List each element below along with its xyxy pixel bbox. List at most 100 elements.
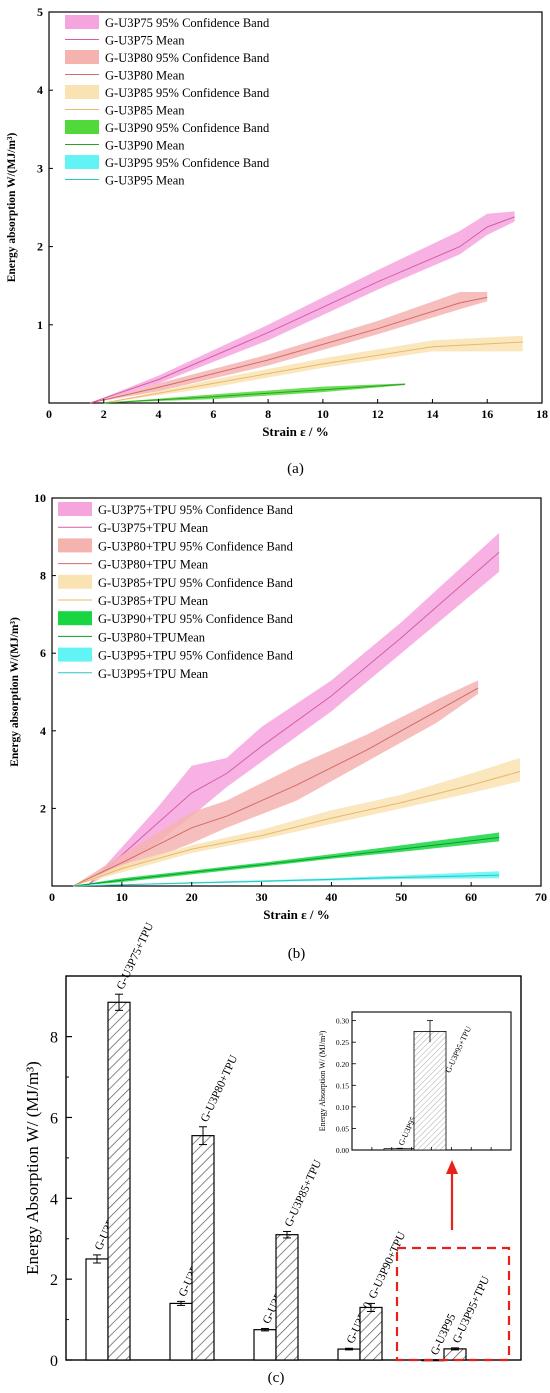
legend-swatch-band [58, 538, 92, 553]
x-tick-label: 16 [481, 407, 493, 421]
y-tick-label: 3 [37, 161, 43, 175]
confidence-band [73, 680, 479, 886]
legend-label-mean: G-U3P80+TPU Mean [98, 558, 209, 572]
y-tick-label: 5 [37, 5, 43, 19]
mean-line [89, 216, 515, 404]
y-axis-label: Energy absorption W/(MJ/m³) [6, 133, 18, 283]
x-tick-label: 70 [535, 890, 547, 904]
legend-swatch-band [65, 85, 99, 99]
x-tick-label: 10 [317, 407, 329, 421]
confidence-band [90, 292, 488, 403]
y-tick-label: 10 [34, 491, 46, 505]
x-tick-label: 0 [49, 890, 55, 904]
legend-swatch-band [65, 155, 99, 169]
x-tick-label: 60 [465, 890, 477, 904]
y-tick-label: 6 [40, 646, 46, 660]
bar-label: G-U3P75+TPU [115, 920, 157, 991]
legend-swatch-band [58, 502, 92, 516]
legend-swatch-band [58, 574, 92, 589]
panel-label: (a) [287, 461, 304, 477]
x-axis-label: Strain ε / % [263, 907, 330, 922]
panel-b: 0 10 20 30 40 50 60 70 2 4 6 8 10 G-U3P75+TPU 95% Co… [9, 491, 547, 962]
confidence-band [103, 383, 406, 403]
mean-line [86, 551, 500, 887]
y-tick-label: 8 [40, 569, 46, 583]
x-tick-label: 20 [186, 890, 198, 904]
bar-label: G-U3P95+TPU [451, 1274, 493, 1345]
confidence-band [73, 832, 500, 886]
bar [443, 1348, 467, 1361]
x-tick-label: 10 [116, 890, 128, 904]
legend-label-band: G-U3P75+TPU 95% Confidence Band [98, 503, 294, 517]
legend-label-band: G-U3P85+TPU 95% Confidence Band [98, 576, 294, 590]
x-tick-label: 14 [426, 407, 438, 421]
x-tick-label: 2 [101, 407, 107, 421]
legend-label-mean: G-U3P80+TPUMean [98, 630, 206, 644]
confidence-band [73, 871, 500, 886]
bar [275, 1234, 299, 1361]
legend-label-band: G-U3P90 95% Confidence Band [105, 121, 270, 135]
bar [337, 1348, 361, 1361]
mean-line [72, 771, 521, 887]
mean-line [72, 687, 479, 887]
y-tick-label: 6 [50, 1110, 58, 1127]
bar-label: G-U3P90+TPU [367, 1229, 409, 1300]
plot-frame [48, 11, 543, 404]
mean-line [89, 296, 488, 404]
bar [107, 1001, 131, 1361]
bar [359, 1306, 383, 1361]
y-axis-label: Energy absorption W/(MJ/m³) [9, 617, 21, 767]
x-axis-label: Strain ε / % [262, 424, 329, 439]
inset-y-axis-label: Energy Absorption W/ (MJ/m³) [318, 1030, 327, 1131]
x-tick-label: 0 [46, 407, 52, 421]
y-tick-label: 8 [50, 1030, 58, 1047]
legend-label-band: G-U3P80+TPU 95% Confidence Band [98, 539, 294, 553]
legend-swatch-band [58, 611, 92, 626]
bar-label: G-U3P80+TPU [199, 1053, 241, 1124]
y-tick-label: 4 [50, 1191, 58, 1208]
inset-y-tick-label: 0.15 [336, 1081, 349, 1090]
bar [191, 1135, 215, 1361]
x-tick-label: 40 [325, 890, 337, 904]
y-tick-label: 4 [37, 83, 43, 97]
y-tick-label: 4 [40, 724, 46, 738]
bar [169, 1302, 193, 1361]
legend-label-band: G-U3P75 95% Confidence Band [105, 16, 270, 30]
x-tick-label: 50 [395, 890, 407, 904]
x-tick-label: 4 [156, 407, 162, 421]
confidence-band [103, 335, 523, 403]
y-tick-label: 1 [37, 318, 43, 332]
x-tick-label: 18 [536, 407, 548, 421]
legend-swatch-band [65, 15, 99, 29]
legend-swatch-band [65, 120, 99, 134]
legend-label-band: G-U3P80 95% Confidence Band [105, 51, 270, 65]
panel-label: (c) [268, 1370, 285, 1386]
inset-y-tick-label: 0.00 [336, 1146, 349, 1155]
legend-label-mean: G-U3P80 Mean [105, 69, 185, 83]
y-tick-label: 0 [50, 1353, 58, 1370]
bar [85, 1258, 109, 1361]
inset-y-tick-label: 0.10 [336, 1103, 349, 1112]
bar [253, 1329, 277, 1361]
legend-label-band: G-U3P90+TPU 95% Confidence Band [98, 612, 294, 626]
legend-label-band: G-U3P95 95% Confidence Band [105, 156, 270, 170]
y-tick-label: 2 [37, 240, 43, 254]
legend-label-band: G-U3P85 95% Confidence Band [105, 86, 270, 100]
mean-line [72, 837, 500, 887]
x-tick-label: 12 [372, 407, 384, 421]
arrow-head [446, 1160, 458, 1174]
x-tick-label: 6 [210, 407, 216, 421]
confidence-band [90, 211, 515, 403]
inset-bar [413, 1031, 447, 1151]
legend-label-mean: G-U3P85+TPU Mean [98, 594, 209, 608]
x-tick-label: 30 [256, 890, 268, 904]
y-axis-label: Energy Absorption W/ (MJ/m³) [23, 1061, 42, 1275]
mean-line [103, 341, 523, 404]
legend-label-mean: G-U3P95 Mean [105, 174, 185, 188]
legend-label-mean: G-U3P90 Mean [105, 139, 185, 153]
legend-label-mean: G-U3P95+TPU Mean [98, 667, 209, 681]
legend-swatch-band [58, 647, 92, 662]
